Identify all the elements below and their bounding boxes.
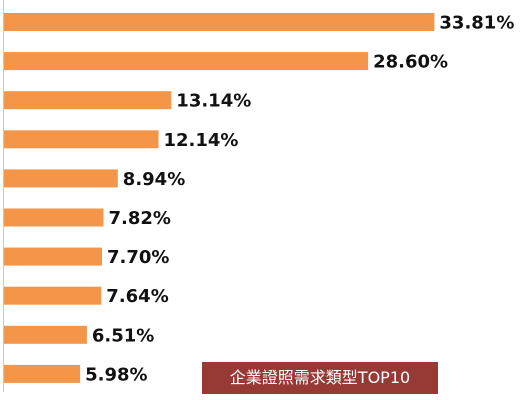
bar-4 — [4, 130, 159, 149]
value-label-3: 13.14% — [176, 91, 251, 112]
bar-2 — [4, 52, 369, 71]
value-label-4: 12.14% — [164, 130, 239, 151]
bar-6 — [4, 208, 104, 227]
value-label-6: 7.82% — [109, 208, 171, 229]
bars-group — [4, 13, 435, 383]
value-label-8: 7.64% — [106, 286, 168, 307]
value-labels-group: 33.81% 28.60% 13.14% 12.14% 8.94% 7.82% 7.70% 7… — [85, 13, 514, 386]
bar-1 — [4, 13, 435, 31]
value-label-1: 33.81% — [439, 13, 514, 34]
value-label-2: 28.60% — [373, 52, 448, 73]
bar-9 — [4, 325, 87, 344]
value-label-7: 7.70% — [107, 247, 169, 268]
value-label-5: 8.94% — [123, 169, 185, 190]
bar-3 — [4, 91, 172, 110]
bar-5 — [4, 169, 118, 188]
chart-title: 企業證照需求類型TOP10 — [202, 362, 438, 394]
value-label-9: 6.51% — [92, 325, 154, 346]
bar-10 — [4, 364, 81, 383]
value-label-10: 5.98% — [85, 364, 147, 385]
bar-8 — [4, 286, 102, 305]
bar-7 — [4, 247, 102, 266]
